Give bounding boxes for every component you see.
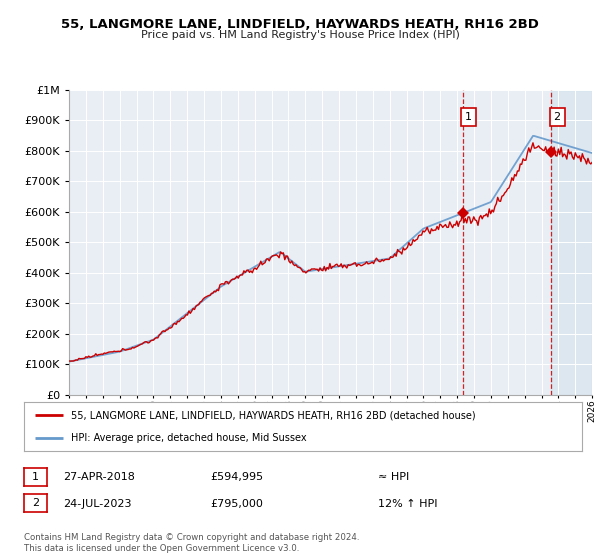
Text: Price paid vs. HM Land Registry's House Price Index (HPI): Price paid vs. HM Land Registry's House … [140, 30, 460, 40]
Text: 2: 2 [32, 498, 39, 508]
Text: 12% ↑ HPI: 12% ↑ HPI [378, 499, 437, 509]
Text: 2: 2 [554, 112, 560, 122]
Text: £594,995: £594,995 [210, 472, 263, 482]
Text: Contains HM Land Registry data © Crown copyright and database right 2024.
This d: Contains HM Land Registry data © Crown c… [24, 533, 359, 553]
Bar [551, 90, 592, 395]
Text: 55, LANGMORE LANE, LINDFIELD, HAYWARDS HEATH, RH16 2BD (detached house): 55, LANGMORE LANE, LINDFIELD, HAYWARDS H… [71, 410, 476, 420]
Text: 24-JUL-2023: 24-JUL-2023 [63, 499, 131, 509]
Text: 1: 1 [465, 112, 472, 122]
Text: 55, LANGMORE LANE, LINDFIELD, HAYWARDS HEATH, RH16 2BD: 55, LANGMORE LANE, LINDFIELD, HAYWARDS H… [61, 18, 539, 31]
Text: 1: 1 [32, 472, 39, 482]
Text: HPI: Average price, detached house, Mid Sussex: HPI: Average price, detached house, Mid … [71, 433, 307, 442]
Text: 27-APR-2018: 27-APR-2018 [63, 472, 135, 482]
Text: £795,000: £795,000 [210, 499, 263, 509]
Text: ≈ HPI: ≈ HPI [378, 472, 409, 482]
